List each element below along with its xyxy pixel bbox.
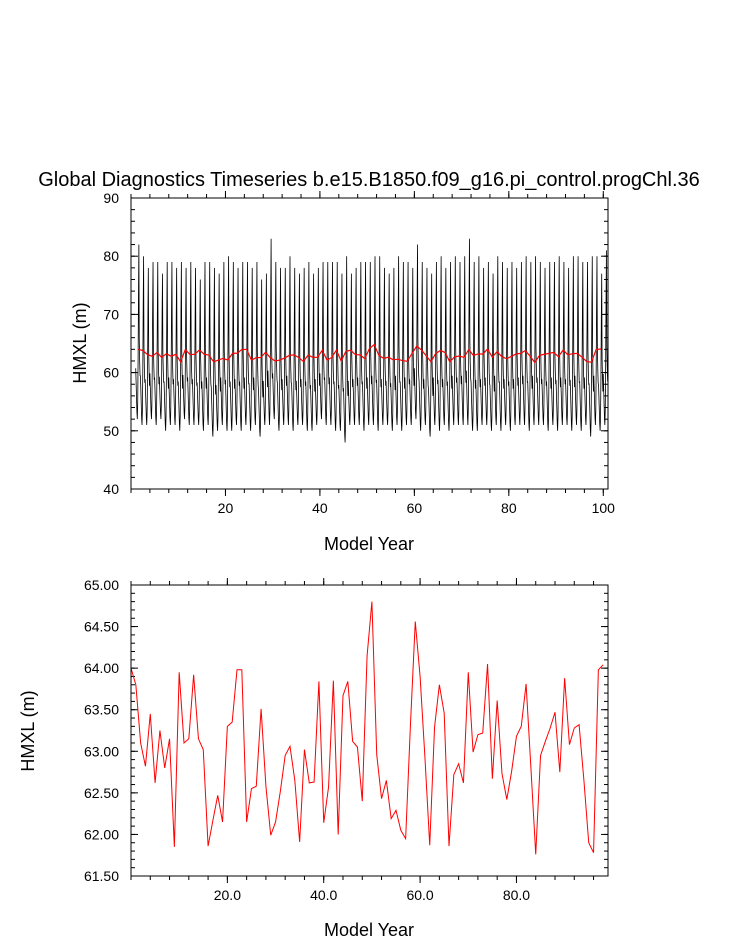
y-tick-label: 70	[103, 306, 119, 322]
x-axis-label: Model Year	[324, 920, 414, 940]
bottom-chart: Model Year HMXL (m) 61.50 62.00 62.50 63.00…	[18, 577, 609, 940]
y-tick-label: 62.50	[84, 785, 119, 801]
y-tick-label: 63.00	[84, 743, 119, 759]
monthly-series-line	[135, 238, 609, 443]
x-tick-label: 60	[407, 500, 423, 516]
x-tick-label: 40	[312, 500, 328, 516]
y-tick-label: 62.00	[84, 826, 119, 842]
y-tick-label: 90	[103, 190, 119, 206]
y-tick-label: 50	[103, 423, 119, 439]
x-axis-label: Model Year	[324, 534, 414, 554]
plot-frame	[130, 197, 609, 490]
y-tick-label: 60	[103, 365, 119, 381]
y-tick-label: 63.50	[84, 702, 119, 718]
x-tick-label: 80	[501, 500, 517, 516]
y-tick-label: 80	[103, 248, 119, 264]
x-tick-label: 20.0	[214, 887, 241, 903]
x-tick-label: 100	[592, 500, 616, 516]
x-tick-label: 20	[218, 500, 234, 516]
top-chart: Global Diagnostics Timeseries b.e15.B185…	[38, 169, 700, 554]
y-axis-label: HMXL (m)	[18, 690, 38, 771]
x-tick-label: 60.0	[406, 887, 433, 903]
chart-title: Global Diagnostics Timeseries b.e15.B185…	[38, 169, 700, 191]
x-tick-label: 40.0	[310, 887, 337, 903]
annual-mean-series-line	[137, 343, 601, 364]
y-tick-label: 65.00	[84, 577, 119, 593]
y-tick-label: 61.50	[84, 868, 119, 884]
y-tick-label: 64.50	[84, 619, 119, 635]
x-tick-label: 80.0	[503, 887, 530, 903]
top-axis-ticks: 40 50 60 70 80 90 20 40 60 80 100	[103, 190, 615, 516]
bottom-series-group	[130, 601, 604, 855]
plot-frame	[130, 584, 609, 877]
y-tick-label: 40	[103, 481, 119, 497]
y-tick-label: 64.00	[84, 660, 119, 676]
annual-mean-series-line	[130, 601, 604, 855]
bottom-axis-ticks: 61.50 62.00 62.50 63.00 63.50 64.00 64.50 65.00…	[84, 577, 608, 903]
y-axis-label: HMXL (m)	[70, 302, 90, 383]
top-series-group	[135, 238, 609, 443]
